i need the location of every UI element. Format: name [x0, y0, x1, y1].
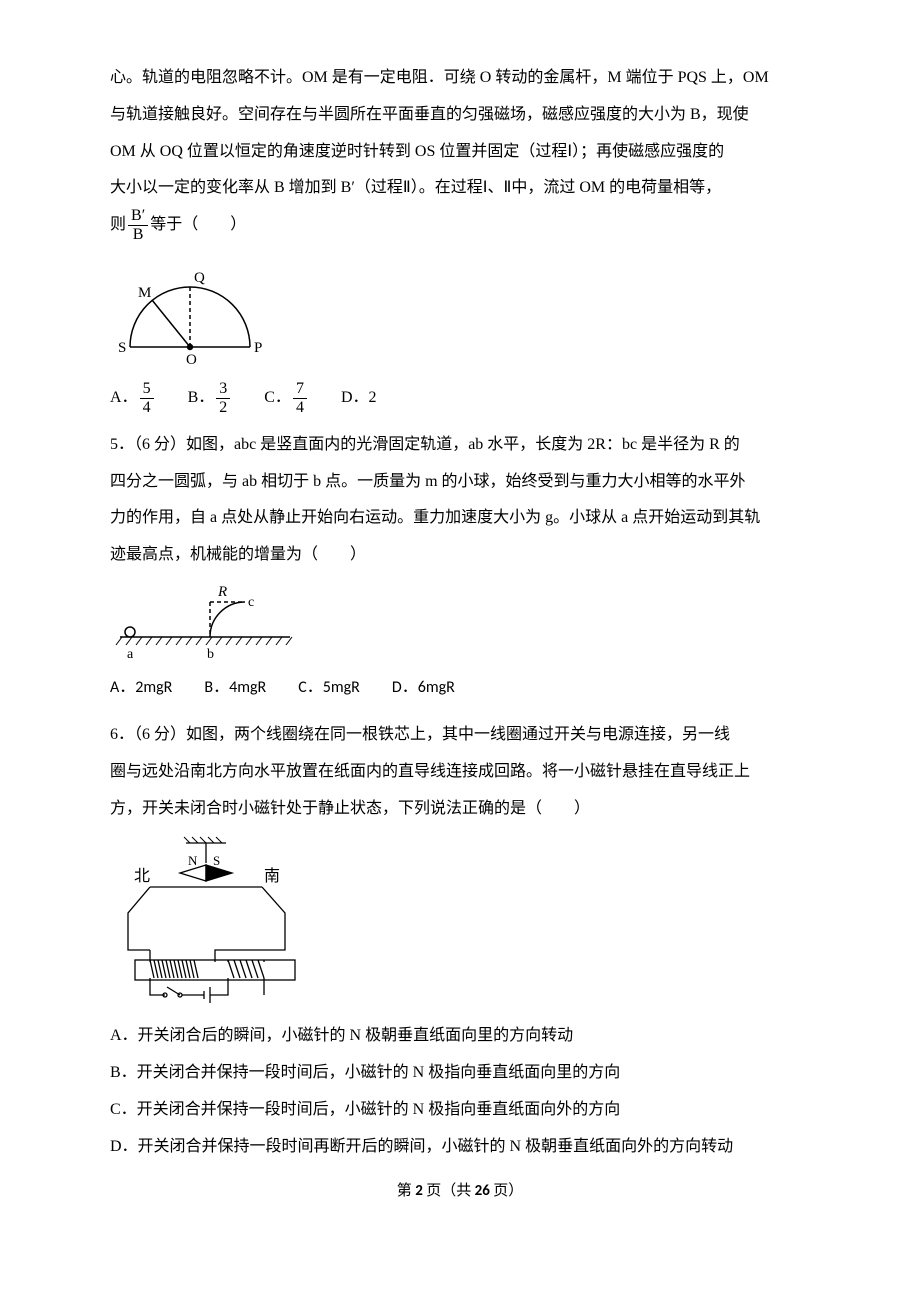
q4-label-O: O [186, 352, 197, 368]
q4-optA-label: A． [110, 389, 138, 406]
q4-line2: 与轨道接触良好。空间存在与半圆所在平面垂直的匀强磁场，磁感应强度的大小为 B，现… [110, 97, 810, 134]
q6-figure-svg: 北 南 N S [110, 835, 320, 1010]
q6-label-S: S [213, 853, 220, 868]
q6-option-B: B．开关闭合并保持一段时间后，小磁针的 N 极指向垂直纸面向里的方向 [110, 1055, 810, 1092]
q4-option-D: D．2 [341, 380, 377, 417]
q5-lead: 5．（6 分）如图，abc 是竖直面内的光滑固定轨道，ab 水平，长度为 2R：… [110, 427, 810, 464]
q4-optB-frac: 32 [216, 380, 230, 416]
q6-line3: 方，开关未闭合时小磁针处于静止状态，下列说法正确的是（ ） [110, 791, 810, 828]
q5-option-D: D．6mgR [392, 670, 455, 707]
q4-optC-num: 7 [293, 380, 307, 399]
q5-label-R: R [217, 584, 227, 600]
footer-page: 2 [415, 1182, 423, 1200]
q4-optC-frac: 74 [293, 380, 307, 416]
q4-option-A: A．54 [110, 380, 156, 417]
footer-middle: 页（共 [423, 1182, 475, 1200]
q5-label-b: b [207, 647, 214, 662]
q6-label-south: 南 [264, 867, 280, 885]
q4-optD-val: 2 [369, 389, 377, 406]
q4-optA-num: 5 [140, 380, 154, 399]
q4-optB-label: B． [188, 389, 215, 406]
q5-figure-svg: R c a b [110, 582, 300, 662]
q5-figure: R c a b [110, 582, 810, 662]
footer-suffix: 页） [490, 1182, 523, 1200]
q4-optA-den: 4 [140, 399, 154, 417]
q4-line5-prefix: 则 [110, 216, 126, 233]
page-footer: 第 2 页（共 26 页） [110, 1174, 810, 1209]
q5-line2: 四分之一圆弧，与 ab 相切于 b 点。一质量为 m 的小球，始终受到与重力大小… [110, 464, 810, 501]
q6-option-D: D．开关闭合并保持一段时间再断开后的瞬间，小磁针的 N 极朝垂直纸面向外的方向转… [110, 1129, 810, 1166]
q4-label-M: M [138, 285, 151, 301]
q4-frac: B′B [128, 207, 148, 243]
q6-option-C: C．开关闭合并保持一段时间后，小磁针的 N 极指向垂直纸面向外的方向 [110, 1092, 810, 1129]
q4-label-S: S [118, 340, 126, 356]
q4-optC-den: 4 [293, 399, 307, 417]
q6-label-N: N [188, 853, 198, 868]
q4-label-P: P [254, 340, 262, 356]
q5-options: A．2mgR B．4mgR C．5mgR D．6mgR [110, 670, 810, 707]
q5-option-C: C．5mgR [298, 670, 360, 707]
q5-option-A: A．2mgR [110, 670, 172, 707]
q4-optA-frac: 54 [140, 380, 154, 416]
q5-label-c: c [248, 595, 254, 610]
q4-frac-num: B′ [128, 207, 148, 226]
q5-label-a: a [127, 647, 134, 662]
footer-total: 26 [475, 1182, 490, 1200]
q4-optD-label: D． [341, 389, 369, 406]
q4-line5-suffix: 等于（ ） [150, 216, 246, 233]
q4-option-C: C．74 [264, 380, 309, 417]
q4-line4: 大小以一定的变化率从 B 增加到 B′（过程Ⅱ）。在过程Ⅰ、Ⅱ中，流过 OM 的… [110, 170, 810, 207]
footer-prefix: 第 [397, 1182, 415, 1200]
q4-optB-num: 3 [216, 380, 230, 399]
q5-option-B: B．4mgR [204, 670, 266, 707]
q4-options: A．54 B．32 C．74 D．2 [110, 380, 810, 417]
q6-lead: 6．（6 分）如图，两个线圈绕在同一根铁芯上，其中一线圈通过开关与电源连接，另一… [110, 717, 810, 754]
q6-figure: 北 南 N S [110, 835, 810, 1010]
q4-optB-den: 2 [216, 399, 230, 417]
q4-line3: OM 从 OQ 位置以恒定的角速度逆时针转到 OS 位置并固定（过程Ⅰ）；再使磁… [110, 134, 810, 171]
q6-line2: 圈与远处沿南北方向水平放置在纸面内的直导线连接成回路。将一小磁针悬挂在直导线正上 [110, 754, 810, 791]
q4-optC-label: C． [264, 389, 291, 406]
q4-figure: S O P Q M [110, 252, 810, 372]
q4-line1: 心。轨道的电阻忽略不计。OM 是有一定电阻．可绕 O 转动的金属杆，M 端位于 … [110, 60, 810, 97]
q4-frac-den: B [128, 226, 148, 244]
q4-label-Q: Q [194, 270, 205, 286]
q4-line5: 则B′B等于（ ） [110, 207, 810, 244]
q5-line3: 力的作用，自 a 点处从静止开始向右运动。重力加速度大小为 g。小球从 a 点开… [110, 500, 810, 537]
q6-option-A: A．开关闭合后的瞬间，小磁针的 N 极朝垂直纸面向里的方向转动 [110, 1018, 810, 1055]
q6-label-north: 北 [134, 867, 150, 885]
q4-figure-svg: S O P Q M [110, 252, 280, 372]
q5-line4: 迹最高点，机械能的增量为（ ） [110, 537, 810, 574]
q4-option-B: B．32 [188, 380, 233, 417]
